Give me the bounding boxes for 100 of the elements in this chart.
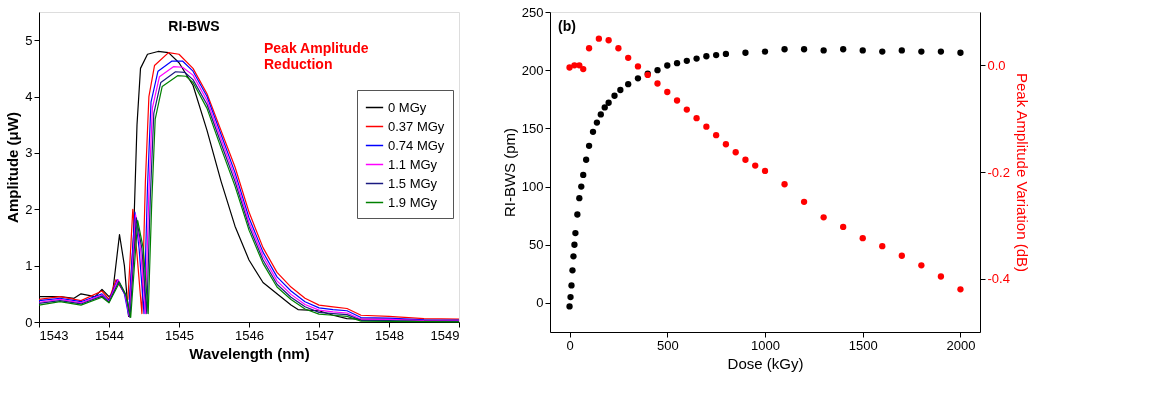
y-axis-title: Amplitude (μW): [4, 112, 22, 223]
y2-tick-label: -0.4: [987, 271, 1010, 287]
point: [595, 35, 603, 42]
point: [634, 75, 642, 82]
x-tick-label: 1545: [165, 327, 194, 343]
y-tick-label: 4: [25, 89, 33, 105]
point: [898, 252, 905, 259]
y-tick-label: 50: [529, 237, 544, 253]
legend-label: 0.74 MGy: [388, 137, 445, 153]
point: [654, 80, 661, 87]
point: [654, 67, 661, 74]
point: [742, 49, 749, 56]
point: [615, 45, 622, 52]
x-tick-label: 1500: [848, 337, 878, 353]
legend-label: 0 MGy: [388, 99, 427, 115]
point: [957, 49, 964, 56]
point: [761, 48, 769, 55]
y-tick-label: 200: [521, 62, 544, 78]
y-tick-label: 5: [25, 32, 33, 48]
point: [800, 46, 808, 53]
x-tick-label: 1548: [375, 327, 404, 343]
y-tick-label: 150: [521, 120, 544, 136]
point: [840, 223, 847, 231]
legend-label: 1.5 MGy: [388, 175, 438, 191]
point: [732, 149, 739, 156]
legend-label: 1.1 MGy: [388, 156, 438, 172]
x-tick-label: 1547: [305, 327, 334, 343]
point: [576, 195, 583, 202]
point: [568, 282, 575, 289]
point: [898, 47, 905, 54]
point: [580, 65, 587, 73]
x-tick-label: 1543: [39, 327, 69, 343]
x-axis-title: Wavelength (nm): [189, 344, 310, 362]
point: [937, 48, 945, 55]
x-axis-title: Dose (kGy): [727, 354, 804, 372]
point: [673, 97, 681, 104]
y-tick-label: 3: [25, 145, 33, 161]
x-tick-label: 1546: [235, 327, 264, 343]
point: [574, 211, 581, 218]
x-tick-label: 1000: [751, 337, 780, 353]
x-tick-label: 500: [656, 337, 679, 353]
point: [583, 156, 590, 163]
x-tick-label: 1549: [430, 327, 460, 343]
point: [722, 50, 730, 58]
legend-label: 1.9 MGy: [388, 194, 438, 210]
point: [957, 286, 964, 293]
point: [800, 198, 808, 206]
point: [742, 156, 749, 163]
annotation: Peak Amplitude Reduction: [264, 40, 369, 72]
point: [585, 142, 593, 149]
y2-tick-label: 0.0: [987, 57, 1006, 73]
point: [585, 45, 593, 52]
point: [570, 253, 577, 260]
point: [580, 171, 587, 179]
point: [879, 48, 886, 55]
point: [572, 229, 579, 237]
x-tick-label: 2000: [946, 337, 976, 353]
point: [859, 234, 866, 242]
x-tick-label: 0: [566, 337, 574, 353]
point: [605, 99, 612, 106]
point: [605, 37, 612, 44]
point: [693, 114, 700, 122]
point: [693, 55, 700, 62]
y-tick-label: 1: [25, 258, 33, 274]
point: [634, 63, 642, 70]
x-tick-label: 1544: [95, 327, 124, 343]
point: [918, 262, 925, 269]
point: [781, 46, 788, 53]
point: [712, 132, 720, 139]
annotation: RI-BWS: [168, 18, 220, 34]
y-tick-label: 0: [536, 295, 544, 311]
point: [683, 106, 690, 113]
point: [879, 242, 886, 250]
point: [571, 241, 578, 248]
legend-label: 0.37 MGy: [388, 118, 445, 134]
annotation: (b): [558, 18, 576, 34]
point: [820, 214, 827, 221]
point: [761, 167, 769, 175]
y-axis-title: RI-BWS (pm): [500, 127, 518, 218]
point: [918, 48, 925, 55]
point: [593, 119, 601, 126]
y-tick-label: 100: [521, 179, 544, 195]
point: [625, 54, 632, 62]
y-tick-label: 0: [25, 314, 33, 330]
y-tick-label: 2: [25, 201, 33, 217]
point: [567, 293, 574, 301]
point: [683, 57, 690, 65]
point: [664, 88, 671, 96]
point: [617, 86, 624, 94]
point: [601, 104, 608, 111]
y2-axis-title: Peak Amplitude Variation (dB): [1013, 73, 1031, 272]
point: [673, 60, 681, 67]
point: [703, 53, 710, 60]
y2-tick-label: -0.2: [987, 164, 1010, 180]
point: [664, 62, 671, 69]
point: [722, 141, 730, 148]
point: [752, 162, 759, 169]
point: [703, 123, 710, 130]
point: [566, 303, 573, 310]
point: [611, 92, 618, 99]
